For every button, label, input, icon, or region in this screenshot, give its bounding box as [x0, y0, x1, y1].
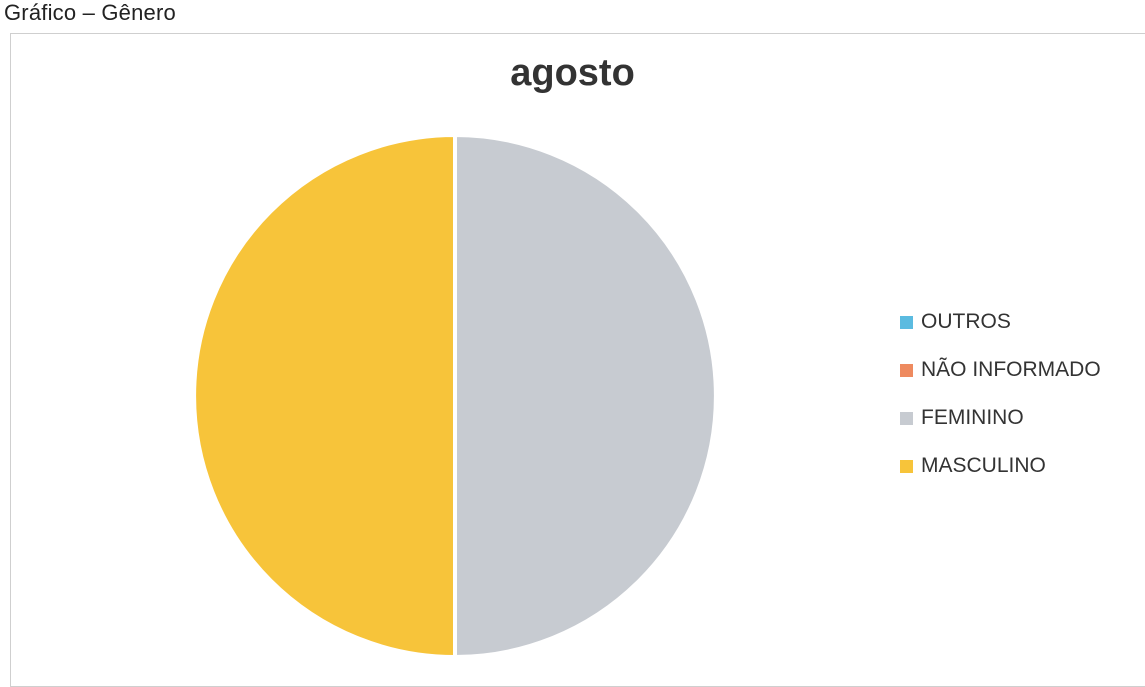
legend-label-outros: OUTROS	[921, 310, 1011, 333]
legend-label-feminino: FEMININO	[921, 406, 1024, 429]
legend-label-nao-informado: NÃO INFORMADO	[921, 358, 1101, 381]
legend-swatch-nao-informado	[900, 363, 913, 377]
legend-item-masculino: MASCULINO	[900, 442, 1101, 490]
chart-title: agosto	[510, 52, 635, 94]
legend-swatch-outros	[900, 315, 913, 329]
pie-slice-masculino	[192, 132, 457, 660]
legend-item-nao-informado: NÃO INFORMADO	[900, 346, 1101, 394]
legend-item-outros: OUTROS	[900, 298, 1101, 346]
legend-item-feminino: FEMININO	[900, 394, 1101, 442]
legend-swatch-feminino	[900, 411, 913, 425]
page-heading: Gráfico – Gênero	[4, 0, 176, 25]
pie-slice-feminino	[453, 132, 718, 660]
legend: OUTROS NÃO INFORMADO FEMININO MASCULINO	[900, 298, 1101, 490]
legend-swatch-masculino	[900, 459, 913, 473]
legend-label-masculino: MASCULINO	[921, 454, 1046, 477]
